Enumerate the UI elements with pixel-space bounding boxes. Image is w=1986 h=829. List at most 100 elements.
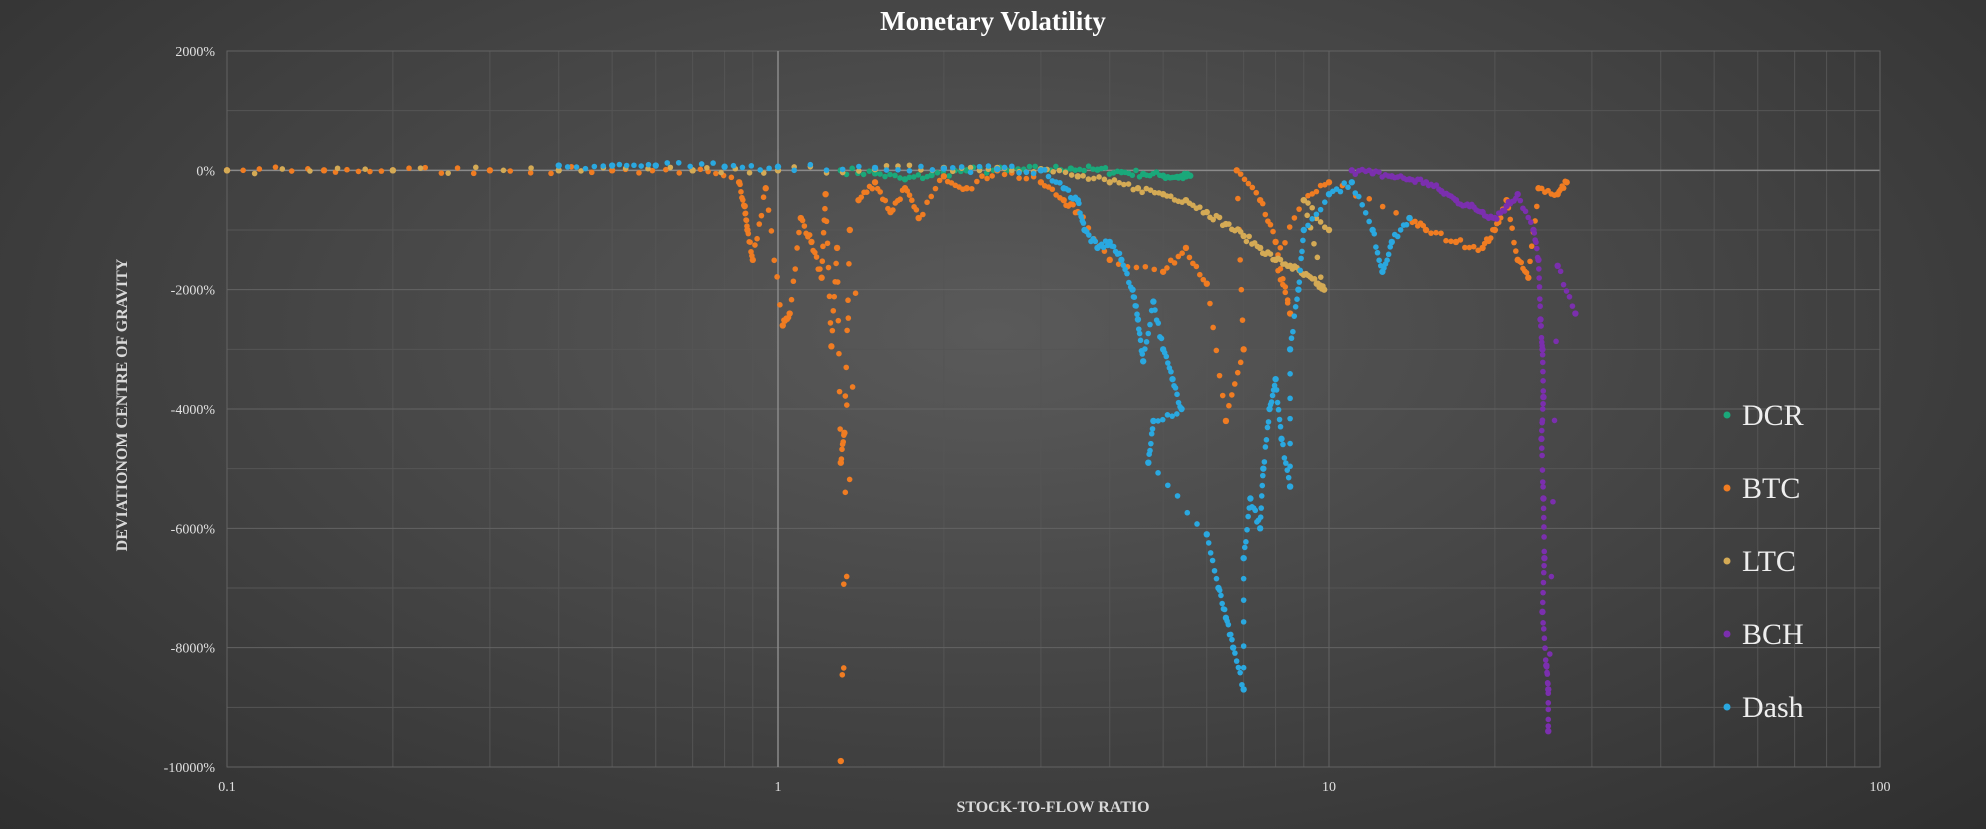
data-point — [1542, 645, 1548, 651]
data-point — [608, 162, 616, 169]
data-point — [1143, 185, 1150, 192]
data-point — [591, 163, 598, 170]
data-series — [223, 159, 1579, 765]
data-point — [1539, 406, 1546, 412]
data-point — [1311, 240, 1317, 247]
data-point — [1290, 328, 1296, 335]
data-point — [766, 165, 772, 172]
data-point — [906, 174, 913, 181]
data-point — [1292, 303, 1299, 310]
data-point — [1313, 188, 1320, 195]
data-point — [1311, 276, 1318, 282]
data-point — [1158, 335, 1165, 342]
data-point — [1030, 170, 1037, 177]
data-point — [906, 192, 913, 199]
data-point — [1244, 526, 1250, 533]
data-point — [616, 161, 623, 168]
data-point — [1200, 209, 1207, 216]
series-dash — [555, 159, 1413, 693]
data-point — [1067, 165, 1075, 172]
data-point — [858, 194, 865, 200]
data-point — [1388, 238, 1395, 246]
data-point — [1118, 256, 1125, 264]
data-point — [788, 296, 795, 303]
series-btc — [223, 163, 1570, 765]
data-point — [1168, 368, 1174, 375]
data-point — [1151, 266, 1158, 273]
chart-title: Monetary Volatility — [880, 6, 1106, 36]
data-point — [967, 164, 974, 171]
data-point — [1277, 244, 1284, 251]
data-point — [1553, 338, 1559, 345]
data-point — [838, 456, 845, 462]
data-point — [1237, 359, 1244, 366]
data-point — [949, 164, 956, 171]
data-point — [1081, 167, 1087, 174]
data-point — [1186, 254, 1193, 261]
data-point — [1282, 239, 1288, 246]
data-point — [813, 254, 820, 260]
data-point — [774, 163, 782, 170]
data-point — [555, 167, 562, 174]
data-point — [958, 164, 965, 170]
data-point — [1249, 184, 1256, 191]
data-point — [1560, 185, 1567, 191]
data-point — [307, 168, 313, 174]
data-point — [1262, 444, 1269, 450]
data-point — [1268, 399, 1275, 405]
data-point — [676, 170, 683, 176]
data-point — [713, 170, 719, 177]
data-point — [1284, 467, 1291, 473]
y-tick-label: -6000% — [171, 522, 216, 537]
data-point — [877, 189, 883, 195]
data-point — [1259, 200, 1266, 207]
data-point — [774, 274, 780, 280]
data-point — [1320, 283, 1326, 289]
data-point — [1174, 493, 1181, 499]
data-point — [1143, 339, 1150, 345]
data-point — [1159, 416, 1166, 423]
data-point — [1274, 399, 1281, 406]
data-point — [272, 164, 279, 170]
data-point — [1177, 403, 1183, 410]
data-point — [704, 164, 710, 171]
data-point — [909, 197, 915, 204]
data-point — [645, 161, 652, 168]
data-point — [588, 169, 595, 176]
data-point — [1359, 202, 1366, 208]
data-point — [636, 170, 642, 176]
data-point — [1258, 505, 1265, 511]
data-point — [1237, 229, 1244, 235]
data-point — [1032, 163, 1038, 170]
data-point — [1305, 192, 1311, 199]
data-point — [906, 162, 913, 169]
data-point — [1537, 296, 1543, 302]
data-point — [1305, 200, 1311, 206]
data-point — [1240, 346, 1247, 353]
data-point — [1102, 238, 1109, 244]
data-point — [1300, 237, 1306, 244]
data-point — [1538, 435, 1545, 443]
data-point — [790, 278, 797, 285]
data-point — [1540, 569, 1547, 576]
data-point — [721, 163, 728, 170]
data-point — [1152, 307, 1158, 313]
data-point — [1148, 440, 1154, 447]
data-point — [1237, 669, 1243, 676]
data-point — [1125, 181, 1132, 187]
data-point — [378, 168, 385, 174]
data-point — [822, 191, 829, 198]
data-point — [1096, 174, 1102, 180]
data-point — [1569, 303, 1576, 309]
data-point — [1090, 175, 1097, 182]
data-point — [844, 402, 850, 408]
data-point — [785, 314, 792, 321]
data-point — [1182, 244, 1190, 252]
data-point — [1134, 311, 1140, 318]
legend-entry-dash: Dash — [1742, 691, 1804, 724]
data-point — [367, 168, 373, 175]
data-point — [1462, 244, 1468, 251]
data-point — [1222, 417, 1230, 425]
data-point — [1163, 353, 1170, 360]
data-point — [1433, 182, 1440, 188]
